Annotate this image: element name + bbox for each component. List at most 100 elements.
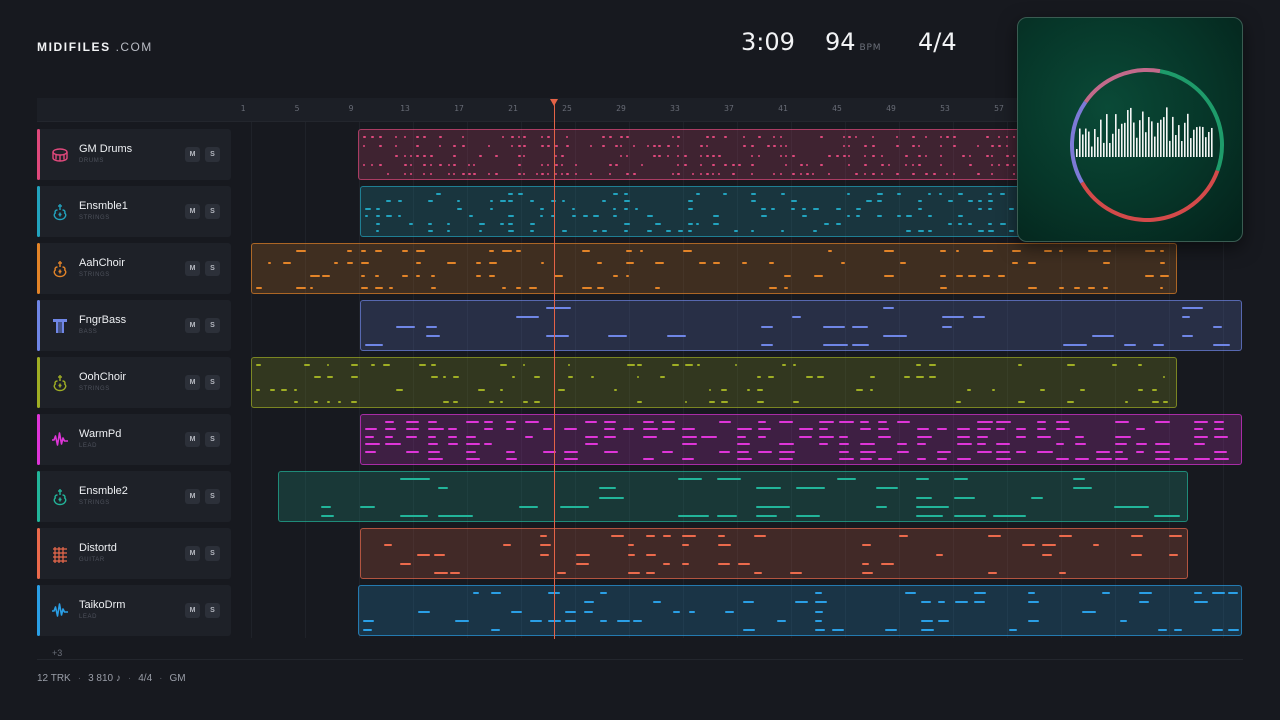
midi-note	[928, 215, 932, 217]
mute-button[interactable]: M	[185, 204, 200, 219]
track-type: STRINGS	[79, 272, 110, 278]
mute-button[interactable]: M	[185, 489, 200, 504]
solo-button[interactable]: S	[205, 489, 220, 504]
playhead-handle[interactable]	[549, 99, 558, 106]
midi-note	[438, 487, 448, 489]
mute-button[interactable]: M	[185, 546, 200, 561]
track-header[interactable]: GM Drums DRUMS M S	[37, 129, 231, 180]
midi-note	[969, 155, 971, 157]
midi-note	[1214, 458, 1229, 460]
midi-note	[937, 428, 947, 430]
midi-note	[643, 428, 658, 430]
midi-note	[814, 275, 823, 277]
midi-note	[1102, 592, 1110, 594]
midi-note	[780, 145, 782, 147]
midi-note	[1169, 535, 1182, 537]
midi-note	[878, 421, 887, 423]
track-header[interactable]: FngrBass BASS M S	[37, 300, 231, 351]
midi-note	[757, 401, 764, 403]
track-header[interactable]: WarmPd LEAD M S	[37, 414, 231, 465]
midi-note	[1009, 629, 1017, 631]
midi-clip[interactable]	[360, 528, 1188, 579]
solo-button[interactable]: S	[205, 603, 220, 618]
midi-note	[1194, 428, 1203, 430]
midi-note	[406, 421, 419, 423]
mute-button[interactable]: M	[185, 603, 200, 618]
midi-note	[1213, 326, 1222, 328]
midi-clip[interactable]	[251, 357, 1177, 408]
track-color-stripe	[37, 471, 40, 522]
midi-clip[interactable]	[360, 300, 1242, 351]
midi-note	[973, 316, 985, 318]
midi-note	[988, 200, 993, 202]
solo-button[interactable]: S	[205, 546, 220, 561]
midi-clip[interactable]	[251, 243, 1177, 294]
midi-note	[991, 173, 993, 175]
track-header[interactable]: AahChoir STRINGS M S	[37, 243, 231, 294]
midi-note	[294, 389, 297, 391]
midi-note	[568, 364, 570, 366]
midi-note	[365, 443, 380, 445]
solo-button[interactable]: S	[205, 318, 220, 333]
midi-clip[interactable]	[360, 186, 1024, 237]
midi-note	[756, 506, 790, 508]
spectrum-bar	[1124, 122, 1126, 157]
midi-note	[682, 443, 697, 445]
midi-note	[615, 145, 618, 147]
solo-button[interactable]: S	[205, 147, 220, 162]
midi-note	[761, 208, 766, 210]
midi-note	[847, 193, 850, 195]
midi-clip[interactable]	[358, 129, 1024, 180]
midi-note	[327, 401, 330, 403]
midi-note	[1018, 401, 1025, 403]
midi-clip[interactable]	[360, 414, 1242, 465]
midi-note	[658, 145, 661, 147]
solo-button[interactable]: S	[205, 204, 220, 219]
mute-button[interactable]: M	[185, 432, 200, 447]
track-color-stripe	[37, 243, 40, 294]
midi-note	[912, 173, 915, 175]
midi-note	[1115, 451, 1123, 453]
midi-note	[476, 262, 481, 264]
midi-note	[576, 563, 589, 565]
midi-clip[interactable]	[358, 585, 1242, 636]
time-display: 3:09	[741, 28, 795, 56]
midi-note	[502, 287, 506, 289]
timeline-ruler[interactable]: 1 5 9 13 17 21 25 29 33 37 41 45 49 53 57	[37, 98, 1017, 122]
track-header[interactable]: OohChoir STRINGS M S	[37, 357, 231, 408]
track-header[interactable]: Ensmble2 STRINGS M S	[37, 471, 231, 522]
midi-note	[1006, 145, 1008, 147]
grid-line	[683, 122, 684, 638]
midi-note	[365, 428, 377, 430]
midi-note	[1073, 487, 1092, 489]
mute-button[interactable]: M	[185, 375, 200, 390]
track-header[interactable]: TaikoDrm LEAD M S	[37, 585, 231, 636]
solo-button[interactable]: S	[205, 432, 220, 447]
spectrum-bar	[1151, 121, 1153, 157]
midi-note	[376, 208, 380, 210]
midi-note	[742, 262, 747, 264]
solo-button[interactable]: S	[205, 375, 220, 390]
midi-note	[737, 428, 752, 430]
solo-button[interactable]: S	[205, 261, 220, 276]
track-header[interactable]: Distortd GUITAR M S	[37, 528, 231, 579]
track-header[interactable]: Ensmble1 STRINGS M S	[37, 186, 231, 237]
more-tracks-indicator[interactable]: +3	[52, 648, 63, 658]
footer-meter: 4/4	[138, 673, 153, 684]
mute-button[interactable]: M	[185, 318, 200, 333]
midi-note	[376, 223, 380, 225]
midi-note	[453, 155, 456, 157]
midi-note	[884, 250, 894, 252]
mute-button[interactable]: M	[185, 147, 200, 162]
midi-clip[interactable]	[278, 471, 1188, 522]
midi-note	[784, 287, 788, 289]
mute-button[interactable]: M	[185, 261, 200, 276]
midi-note	[1006, 136, 1008, 138]
midi-note	[623, 428, 634, 430]
midi-note	[500, 200, 506, 202]
midi-note	[626, 250, 632, 252]
midi-note	[758, 155, 760, 157]
playhead[interactable]	[553, 100, 555, 639]
midi-note	[396, 389, 403, 391]
midi-note	[828, 155, 831, 157]
